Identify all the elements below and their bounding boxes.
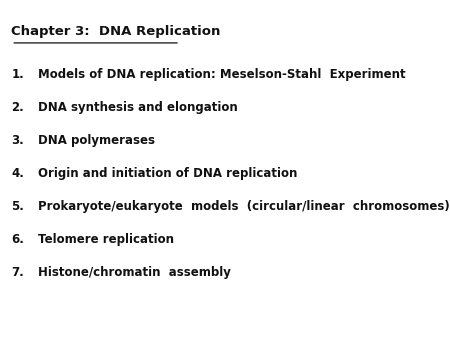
Text: DNA polymerases: DNA polymerases xyxy=(38,134,155,147)
Text: 3.: 3. xyxy=(11,134,24,147)
Text: 4.: 4. xyxy=(11,167,24,180)
Text: 7.: 7. xyxy=(11,266,24,279)
Text: Chapter 3:  DNA Replication: Chapter 3: DNA Replication xyxy=(11,25,220,38)
Text: DNA synthesis and elongation: DNA synthesis and elongation xyxy=(38,101,238,114)
Text: Histone/chromatin  assembly: Histone/chromatin assembly xyxy=(38,266,231,279)
Text: Telomere replication: Telomere replication xyxy=(38,233,174,246)
Text: 1.: 1. xyxy=(11,68,24,80)
Text: 2.: 2. xyxy=(11,101,24,114)
Text: Models of DNA replication: Meselson-Stahl  Experiment: Models of DNA replication: Meselson-Stah… xyxy=(38,68,406,80)
Text: 5.: 5. xyxy=(11,200,24,213)
Text: Prokaryote/eukaryote  models  (circular/linear  chromosomes): Prokaryote/eukaryote models (circular/li… xyxy=(38,200,450,213)
Text: Origin and initiation of DNA replication: Origin and initiation of DNA replication xyxy=(38,167,297,180)
Text: 6.: 6. xyxy=(11,233,24,246)
